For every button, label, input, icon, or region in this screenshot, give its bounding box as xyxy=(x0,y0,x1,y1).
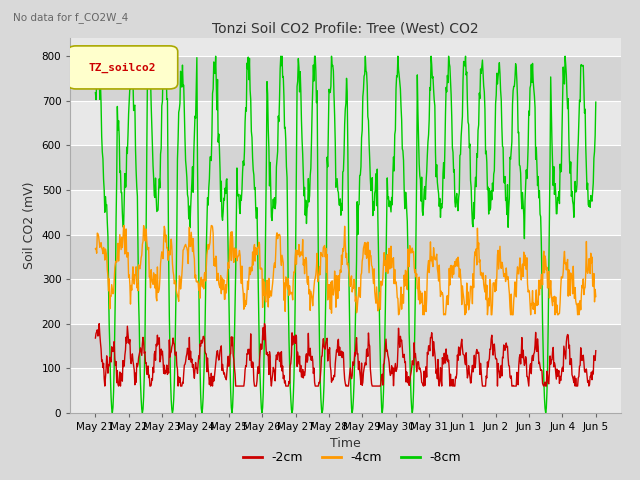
X-axis label: Time: Time xyxy=(330,437,361,450)
Bar xyxy=(70,368,621,413)
Bar xyxy=(70,145,621,190)
Bar xyxy=(70,324,621,368)
Text: No data for f_CO2W_4: No data for f_CO2W_4 xyxy=(13,12,128,23)
Legend: -2cm, -4cm, -8cm: -2cm, -4cm, -8cm xyxy=(238,446,466,469)
Bar xyxy=(70,190,621,235)
Bar xyxy=(70,235,621,279)
Text: TZ_soilco2: TZ_soilco2 xyxy=(89,62,156,73)
Title: Tonzi Soil CO2 Profile: Tree (West) CO2: Tonzi Soil CO2 Profile: Tree (West) CO2 xyxy=(212,22,479,36)
Bar xyxy=(70,279,621,324)
FancyBboxPatch shape xyxy=(68,46,178,89)
Bar xyxy=(70,101,621,145)
Bar xyxy=(70,56,621,101)
Y-axis label: Soil CO2 (mV): Soil CO2 (mV) xyxy=(23,182,36,269)
